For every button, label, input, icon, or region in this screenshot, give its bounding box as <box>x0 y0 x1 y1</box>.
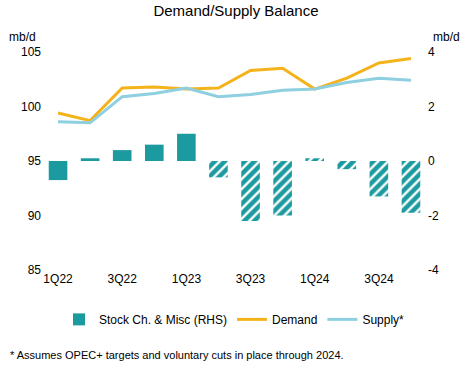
svg-text:* Assumes OPEC+ targets and vo: * Assumes OPEC+ targets and voluntary cu… <box>10 349 344 361</box>
svg-text:1Q23: 1Q23 <box>172 272 202 286</box>
svg-text:Demand/Supply Balance: Demand/Supply Balance <box>153 2 318 19</box>
svg-text:Demand: Demand <box>272 313 317 327</box>
svg-text:2: 2 <box>428 100 435 114</box>
svg-text:-2: -2 <box>428 209 439 223</box>
svg-text:3Q23: 3Q23 <box>236 272 266 286</box>
svg-text:mb/d: mb/d <box>9 30 36 44</box>
svg-text:-4: -4 <box>428 263 439 277</box>
svg-text:3Q24: 3Q24 <box>364 272 394 286</box>
svg-text:Stock Ch. & Misc (RHS): Stock Ch. & Misc (RHS) <box>99 313 227 327</box>
svg-text:4: 4 <box>428 45 435 59</box>
svg-text:Supply*: Supply* <box>362 313 404 327</box>
svg-text:85: 85 <box>28 263 42 277</box>
svg-text:105: 105 <box>21 45 41 59</box>
svg-text:95: 95 <box>28 154 42 168</box>
svg-text:90: 90 <box>28 209 42 223</box>
svg-text:1Q22: 1Q22 <box>43 272 73 286</box>
svg-text:mb/d: mb/d <box>433 30 460 44</box>
svg-text:100: 100 <box>21 100 41 114</box>
svg-text:3Q22: 3Q22 <box>108 272 138 286</box>
svg-text:1Q24: 1Q24 <box>300 272 330 286</box>
svg-text:0: 0 <box>428 154 435 168</box>
